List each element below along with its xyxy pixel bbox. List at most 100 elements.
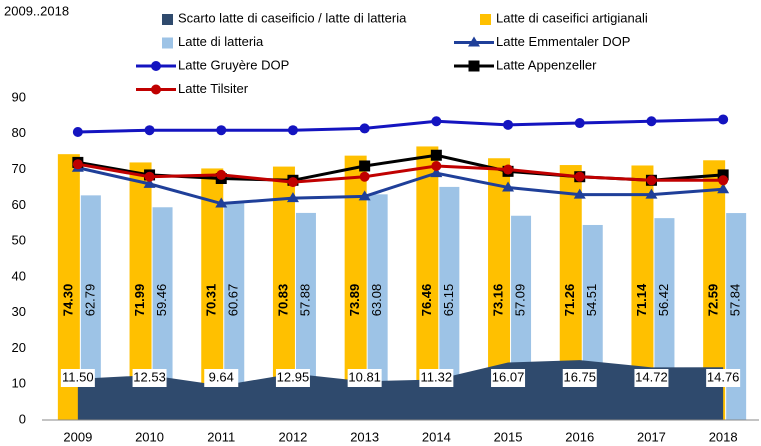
legend-marker — [151, 61, 161, 71]
legend-label: Latte Emmentaler DOP — [496, 34, 630, 49]
y-tick-label: 30 — [12, 304, 26, 319]
area — [77, 360, 724, 420]
bar — [295, 212, 316, 420]
line-marker — [717, 169, 729, 181]
line-marker — [503, 164, 514, 175]
value-label-bg — [204, 369, 239, 387]
line-marker — [574, 171, 585, 182]
line-marker — [574, 118, 585, 129]
x-tick-label: 2016 — [565, 429, 594, 444]
value-label: 12.95 — [277, 369, 310, 384]
value-label: 63.08 — [369, 284, 384, 317]
line-marker — [503, 119, 514, 130]
line-marker — [430, 167, 443, 178]
value-label: 16.75 — [563, 369, 596, 384]
legend-item: Latte Tilsiter — [136, 81, 249, 96]
value-label-bg — [132, 369, 167, 387]
line-marker — [287, 125, 298, 136]
line-marker — [717, 183, 730, 194]
value-label-bg — [60, 369, 95, 387]
line-marker — [502, 181, 515, 192]
legend-item: Latte di latteria — [162, 34, 264, 49]
legend-label: Latte di latteria — [178, 34, 264, 49]
legend-item: Scarto latte di caseificio / latte di la… — [162, 10, 407, 25]
line-marker — [431, 116, 442, 127]
bar — [439, 186, 460, 420]
bar — [57, 154, 80, 420]
line-marker — [143, 177, 156, 188]
value-label-bg — [634, 369, 669, 387]
value-label-bg — [562, 369, 597, 387]
line-marker — [359, 171, 370, 182]
value-label-bg — [347, 369, 382, 387]
value-label: 72.59 — [706, 284, 721, 317]
legend-label: Latte Appenzeller — [496, 57, 597, 72]
line-marker — [287, 177, 298, 188]
bar — [703, 160, 726, 420]
y-tick-label: 10 — [12, 376, 26, 391]
value-label: 16.07 — [492, 369, 525, 384]
bar — [272, 166, 295, 420]
bar — [129, 162, 152, 420]
value-label-bg — [419, 369, 454, 387]
value-label: 71.26 — [562, 284, 577, 317]
value-label: 57.88 — [297, 284, 312, 317]
value-label: 59.46 — [154, 284, 169, 317]
legend-item: Latte Appenzeller — [454, 57, 597, 72]
line-marker — [144, 125, 155, 136]
value-label-bg — [706, 369, 741, 387]
value-label: 73.16 — [490, 284, 505, 317]
y-tick-label: 0 — [19, 411, 26, 426]
bar — [201, 168, 224, 420]
y-tick-label: 90 — [12, 89, 26, 104]
bar — [631, 165, 654, 420]
line — [77, 166, 724, 206]
value-label: 76.46 — [419, 284, 434, 317]
value-label: 73.89 — [347, 284, 362, 317]
chart-title: 2009..2018 — [4, 3, 69, 18]
line-marker — [645, 188, 658, 199]
y-tick-label: 70 — [12, 161, 26, 176]
bar — [80, 195, 101, 420]
legend-item: Latte di caseifici artigianali — [480, 10, 648, 25]
value-label: 62.79 — [82, 284, 97, 317]
x-tick-label: 2017 — [637, 429, 666, 444]
x-tick-label: 2015 — [494, 429, 523, 444]
line-marker — [646, 175, 657, 186]
line-marker — [573, 188, 586, 199]
line-marker — [216, 125, 227, 136]
value-label-bg — [491, 369, 526, 387]
line-marker — [718, 175, 729, 186]
value-label: 10.81 — [348, 369, 381, 384]
line-marker — [358, 190, 371, 201]
value-label: 74.30 — [60, 284, 75, 317]
bar — [224, 202, 245, 420]
legend-item: Latte Emmentaler DOP — [454, 34, 630, 49]
x-tick-label: 2014 — [422, 429, 451, 444]
value-label: 14.76 — [707, 369, 740, 384]
legend-swatch — [162, 37, 173, 49]
legend-label: Latte di caseifici artigianali — [496, 10, 648, 25]
line-marker — [215, 197, 228, 208]
line-marker — [72, 159, 83, 170]
x-tick-label: 2010 — [135, 429, 164, 444]
line-marker — [718, 114, 729, 125]
value-label: 65.15 — [441, 284, 456, 317]
value-label: 71.14 — [634, 283, 649, 316]
line-marker — [286, 192, 299, 203]
y-tick-label: 60 — [12, 197, 26, 212]
line-marker — [430, 149, 442, 161]
value-label: 70.31 — [204, 284, 219, 317]
x-tick-label: 2012 — [278, 429, 307, 444]
line-marker — [72, 126, 83, 137]
bar — [416, 146, 439, 420]
value-label: 57.09 — [512, 284, 527, 317]
line-marker — [359, 160, 371, 172]
value-label: 9.64 — [209, 369, 234, 384]
value-label: 70.83 — [275, 284, 290, 317]
legend-label: Latte Gruyère DOP — [178, 57, 289, 72]
x-tick-label: 2018 — [709, 429, 738, 444]
bar — [367, 194, 388, 420]
value-label: 11.50 — [62, 369, 94, 384]
